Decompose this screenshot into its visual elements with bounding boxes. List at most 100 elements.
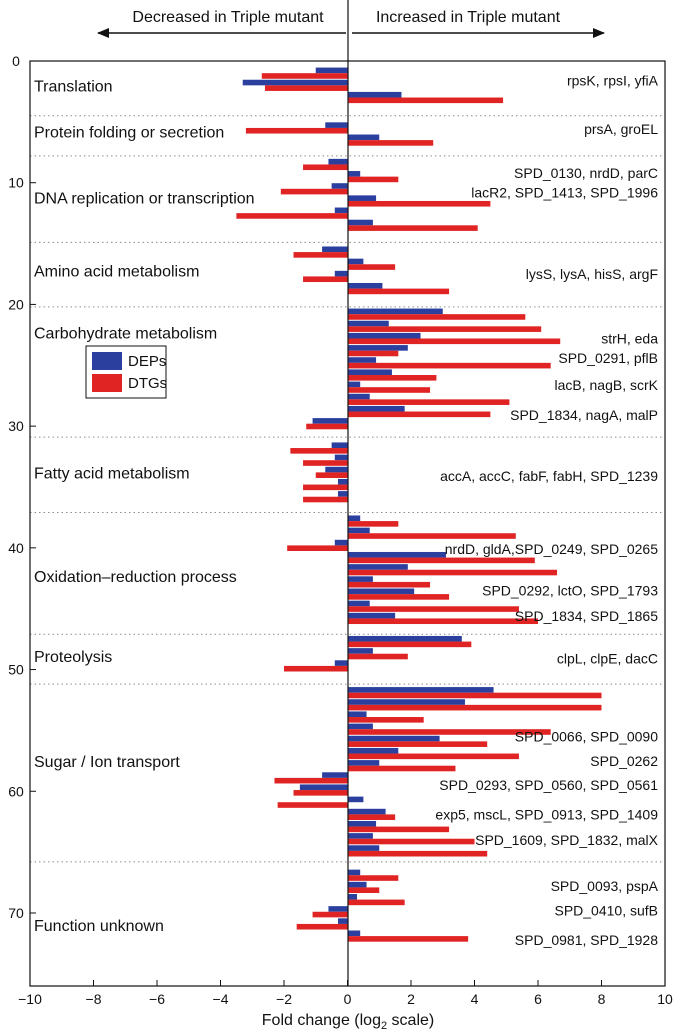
dtg-bar [347,533,516,539]
dep-bar [334,270,348,277]
dtg-bar [245,127,348,134]
dep-bar [347,796,364,803]
dep-bar [347,527,370,534]
dtg-bar [347,653,408,660]
dep-bar [347,833,373,839]
gene-label: SPD_0293, SPD_0560, SPD_0561 [439,777,658,793]
x-axis-title-main: Fold change (log [262,1012,381,1029]
dtg-bar [347,338,561,345]
category-label: Proteolysis [34,649,112,666]
dtg-bar [347,557,535,564]
dep-bar [347,687,494,693]
x-tick-label: −8 [86,991,102,1007]
x-tick-label: 2 [407,991,415,1007]
dtg-bar [303,496,348,503]
dep-bar [347,551,446,558]
dep-bar [347,308,443,315]
dep-bar [347,699,465,705]
dtg-bar [347,264,396,270]
gene-label: SPD_0093, pspA [551,878,659,894]
dtg-bar [347,350,399,357]
dtg-bar [284,665,348,672]
dtg-bar [303,484,348,491]
dep-bar [331,183,348,189]
x-tick-label: 0 [344,991,352,1007]
y-tick-label: 30 [8,418,24,434]
dtg-bar [347,140,434,146]
dep-bar [347,930,361,937]
dep-bar [347,282,383,289]
header-left-label: Decreased in Triple mutant [132,9,324,26]
dtg-bar [347,641,472,648]
legend-swatch-deps [92,352,122,370]
dtg-bar [264,85,348,91]
dep-bar [347,564,408,570]
gene-label: lacR2, SPD_1413, SPD_1996 [471,184,658,200]
dep-bar [347,635,462,642]
dep-bar [347,612,396,619]
gene-label: SPD_0066, SPD_0090 [515,728,658,744]
dep-bar [347,369,392,376]
dtg-bar [293,790,348,796]
dtg-bar [261,73,348,79]
category-label: Function unknown [34,918,164,935]
dep-bar [347,332,421,339]
dep-bar [325,466,348,473]
dtg-bar [347,838,475,845]
dep-bar [347,600,370,607]
x-tick-label: 6 [534,991,542,1007]
dtg-bar [347,569,558,576]
dtg-bar [347,814,396,820]
dtg-bar [347,936,469,942]
dep-bar [347,357,377,363]
gene-label: lysS, lysA, hisS, argF [526,266,658,282]
gene-label: SPD_0410, sufB [554,903,658,919]
gene-label: SPD_1609, SPD_1832, malX [475,832,659,848]
category-label: DNA replication or transcription [34,190,255,207]
dep-bar [325,122,348,128]
dtg-bar [293,252,348,258]
dtg-bar [347,411,491,418]
dtg-bar [347,765,456,772]
dep-bar [328,906,348,912]
dtg-bar [303,460,348,466]
x-tick-label: 8 [598,991,606,1007]
dep-bar [315,67,348,74]
dep-bar [347,588,415,595]
dep-bar [347,345,408,351]
dtg-bar [347,288,450,295]
dtg-bar [277,802,348,808]
dep-bar [322,772,348,778]
x-tick-label: 10 [657,991,673,1007]
dtg-bar [315,472,348,478]
gene-label: SPD_0981, SPD_1928 [515,932,658,948]
dep-bar [242,79,348,86]
dep-bar [322,246,348,253]
dep-bar [347,576,373,582]
x-tick-label: −4 [213,991,229,1007]
dep-bar [347,723,373,730]
gene-label: SPD_0130, nrdD, parC [514,165,658,181]
dtg-bar [347,826,450,833]
gene-label: strH, eda [601,331,658,347]
x-tick-label: −6 [149,991,165,1007]
dep-bar [347,845,380,851]
gene-label: SPD_0292, lctO, SPD_1793 [482,582,658,598]
legend: DEPs DTGs [85,345,167,399]
gene-label: SPD_0262 [590,753,658,769]
gene-label: SPD_1834, SPD_1865 [515,608,658,624]
dtg-bar [347,200,491,207]
gene-label: SPD_1834, nagA, malP [510,407,658,423]
dtg-bar [290,448,348,454]
dtg-bar [347,717,424,723]
category-label: Carbohydrate metabolism [34,325,217,342]
category-label: Fatty acid metabolism [34,465,190,482]
dep-bar [334,207,348,214]
category-label: Oxidation–reduction process [34,569,237,586]
dep-bar [347,320,389,327]
x-tick-label: 4 [471,991,479,1007]
legend-label-dtgs: DTGs [128,375,167,392]
dtg-bar [347,314,526,320]
dep-bar [337,918,348,924]
dep-bar [347,893,358,900]
